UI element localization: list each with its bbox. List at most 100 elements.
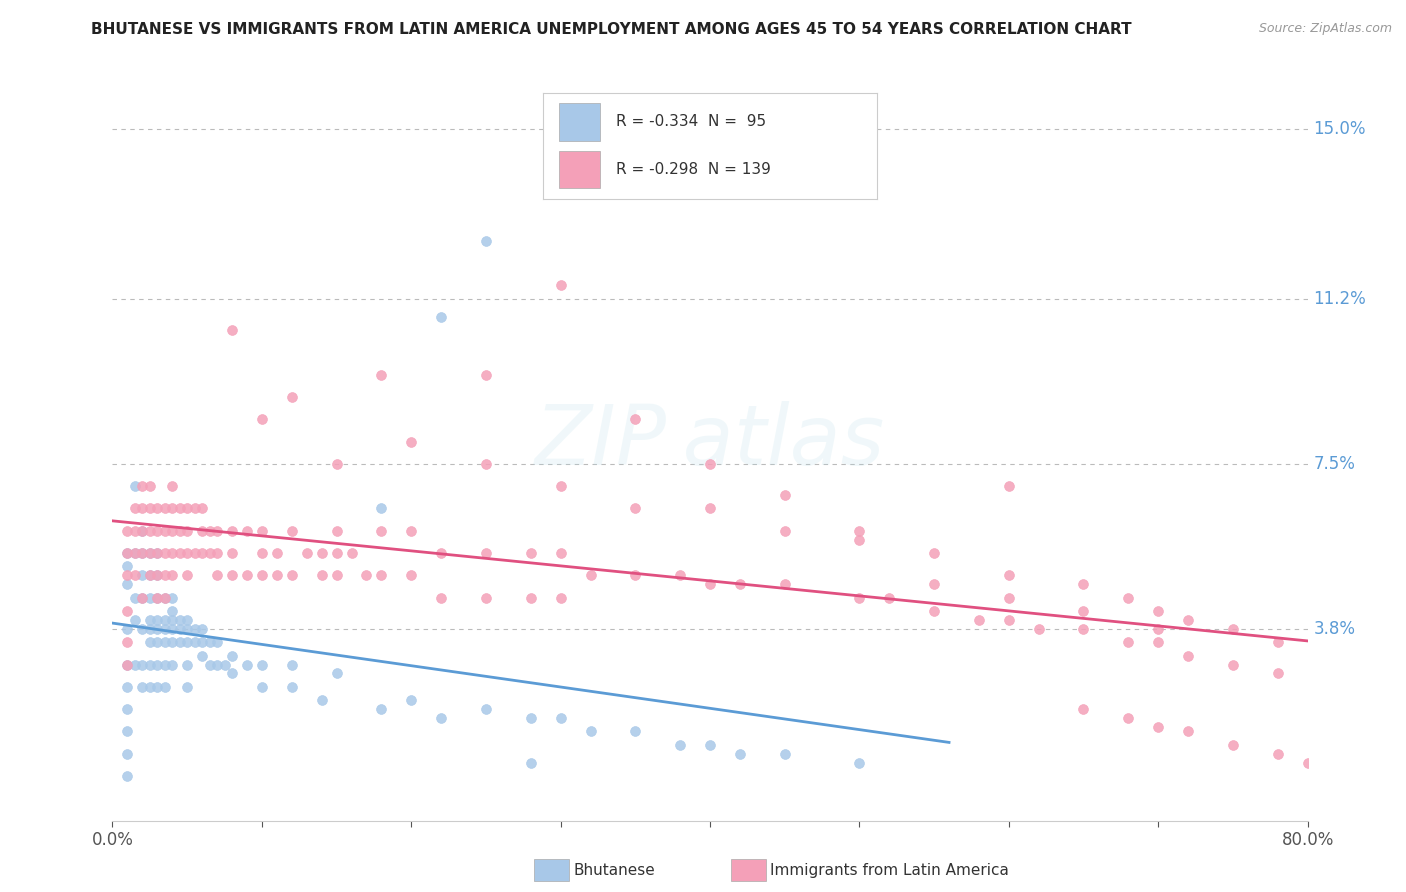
Point (117, 747, 139, 761)
Point (922, 604, 945, 618)
Point (1147, 720, 1170, 734)
Point (475, 702, 498, 716)
Point (117, 622, 139, 636)
Point (117, 604, 139, 618)
Point (153, 680, 176, 694)
Point (370, 702, 392, 716)
Text: 3.8%: 3.8% (1313, 620, 1355, 638)
Point (520, 756, 543, 770)
Point (475, 546, 498, 560)
Point (139, 546, 162, 560)
Point (205, 524, 228, 538)
Point (311, 546, 333, 560)
Point (370, 368, 392, 382)
Point (146, 591, 169, 605)
Point (146, 546, 169, 560)
Point (848, 524, 870, 538)
Point (550, 479, 572, 493)
Point (191, 546, 214, 560)
Point (221, 524, 243, 538)
Point (153, 622, 176, 636)
Point (131, 546, 153, 560)
Point (146, 613, 169, 627)
Point (579, 568, 602, 582)
Point (176, 657, 198, 672)
Point (325, 568, 347, 582)
Point (176, 546, 198, 560)
Point (146, 680, 169, 694)
Point (311, 693, 333, 707)
Point (401, 568, 423, 582)
Point (153, 501, 176, 516)
Point (1222, 622, 1244, 636)
Point (153, 613, 176, 627)
Point (1118, 591, 1140, 605)
Point (162, 524, 183, 538)
Point (221, 568, 243, 582)
Point (325, 546, 347, 560)
Point (153, 591, 176, 605)
Point (579, 724, 602, 739)
Point (250, 657, 273, 672)
Point (162, 568, 183, 582)
Point (221, 648, 243, 663)
Point (520, 546, 543, 560)
Point (998, 613, 1021, 627)
Point (520, 591, 543, 605)
Point (430, 591, 453, 605)
Point (176, 635, 198, 649)
Point (205, 635, 228, 649)
Text: Bhutanese: Bhutanese (574, 863, 655, 878)
Point (922, 546, 945, 560)
Point (191, 622, 214, 636)
Point (153, 568, 176, 582)
Point (131, 501, 153, 516)
Point (1028, 622, 1050, 636)
Point (250, 546, 273, 560)
Point (1267, 666, 1289, 681)
Point (624, 412, 647, 426)
Point (699, 501, 721, 516)
Point (281, 568, 304, 582)
Point (550, 546, 572, 560)
Point (117, 568, 139, 582)
Point (139, 657, 162, 672)
Text: Source: ZipAtlas.com: Source: ZipAtlas.com (1258, 22, 1392, 36)
Point (183, 622, 205, 636)
Point (131, 568, 153, 582)
Point (1073, 622, 1095, 636)
Point (146, 546, 169, 560)
Point (340, 546, 363, 560)
Point (669, 568, 692, 582)
Point (169, 501, 191, 516)
Point (153, 546, 176, 560)
Point (176, 622, 198, 636)
Point (250, 524, 273, 538)
Point (401, 434, 423, 449)
Point (169, 613, 191, 627)
Point (221, 546, 243, 560)
Point (281, 657, 304, 672)
Point (131, 524, 153, 538)
Point (162, 657, 183, 672)
Point (1118, 711, 1140, 725)
Point (198, 524, 221, 538)
Point (1147, 635, 1170, 649)
Point (1073, 604, 1095, 618)
Point (117, 657, 139, 672)
Point (139, 546, 162, 560)
Point (281, 680, 304, 694)
Point (169, 546, 191, 560)
Point (139, 680, 162, 694)
Point (281, 390, 304, 404)
Point (325, 666, 347, 681)
Point (430, 546, 453, 560)
Point (281, 524, 304, 538)
Point (124, 524, 146, 538)
Point (250, 568, 273, 582)
Point (162, 546, 183, 560)
Point (356, 568, 378, 582)
Point (1177, 724, 1199, 739)
Point (1267, 747, 1289, 761)
Point (183, 635, 205, 649)
